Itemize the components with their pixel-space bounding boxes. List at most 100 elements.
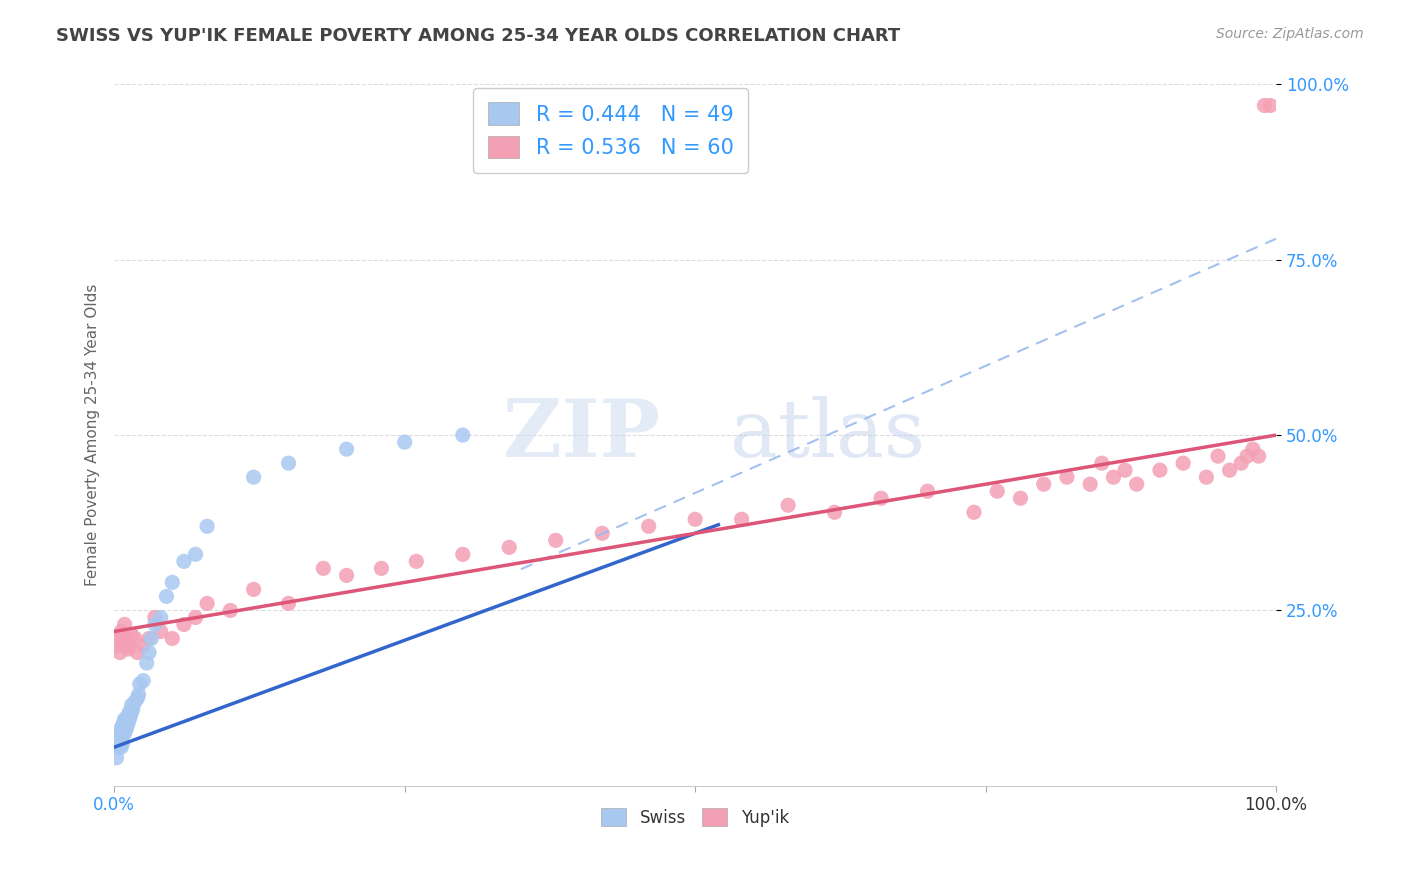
Point — [162, 575, 184, 590]
Point — [117, 642, 139, 657]
Point — [143, 610, 166, 624]
Point — [120, 708, 142, 723]
Point — [335, 568, 357, 582]
Point — [107, 740, 129, 755]
Point — [370, 561, 392, 575]
Point — [242, 582, 264, 597]
Point — [118, 712, 141, 726]
Point — [1241, 442, 1264, 457]
Point — [121, 701, 143, 715]
Point — [1206, 449, 1229, 463]
Point — [963, 505, 986, 519]
Point — [108, 632, 131, 646]
Point — [1032, 477, 1054, 491]
Point — [105, 639, 128, 653]
Point — [242, 470, 264, 484]
Point — [114, 726, 136, 740]
Point — [121, 698, 143, 713]
Y-axis label: Female Poverty Among 25-34 Year Olds: Female Poverty Among 25-34 Year Olds — [86, 284, 100, 586]
Point — [184, 547, 207, 561]
Point — [108, 733, 131, 747]
Point — [778, 498, 800, 512]
Point — [277, 596, 299, 610]
Point — [121, 705, 143, 719]
Point — [143, 617, 166, 632]
Point — [1230, 456, 1253, 470]
Text: Source: ZipAtlas.com: Source: ZipAtlas.com — [1216, 27, 1364, 41]
Point — [118, 705, 141, 719]
Point — [1091, 456, 1114, 470]
Point — [1219, 463, 1241, 477]
Point — [108, 730, 131, 744]
Point — [335, 442, 357, 457]
Point — [111, 730, 134, 744]
Point — [121, 628, 143, 642]
Point — [591, 526, 613, 541]
Point — [138, 632, 160, 646]
Point — [114, 712, 136, 726]
Point — [1149, 463, 1171, 477]
Point — [108, 723, 131, 737]
Text: SWISS VS YUP'IK FEMALE POVERTY AMONG 25-34 YEAR OLDS CORRELATION CHART: SWISS VS YUP'IK FEMALE POVERTY AMONG 25-… — [56, 27, 900, 45]
Point — [683, 512, 706, 526]
Point — [118, 639, 141, 653]
Point — [114, 632, 136, 646]
Point — [110, 726, 132, 740]
Point — [730, 512, 752, 526]
Point — [824, 505, 846, 519]
Legend: Swiss, Yup'ik: Swiss, Yup'ik — [595, 802, 796, 833]
Point — [1102, 470, 1125, 484]
Point — [184, 610, 207, 624]
Point — [149, 624, 172, 639]
Point — [108, 737, 131, 751]
Point — [870, 491, 893, 506]
Point — [114, 723, 136, 737]
Point — [135, 656, 157, 670]
Point — [111, 719, 134, 733]
Point — [1125, 477, 1147, 491]
Point — [128, 677, 150, 691]
Point — [124, 695, 146, 709]
Point — [114, 719, 136, 733]
Point — [1078, 477, 1101, 491]
Point — [105, 750, 128, 764]
Point — [1258, 98, 1281, 112]
Point — [1010, 491, 1032, 506]
Point — [127, 646, 149, 660]
Point — [112, 723, 135, 737]
Point — [117, 715, 139, 730]
Point — [132, 639, 155, 653]
Point — [127, 691, 149, 706]
Point — [173, 617, 195, 632]
Point — [149, 610, 172, 624]
Text: ZIP: ZIP — [503, 396, 661, 475]
Point — [637, 519, 659, 533]
Point — [173, 554, 195, 568]
Point — [110, 740, 132, 755]
Point — [1236, 449, 1258, 463]
Point — [986, 484, 1008, 499]
Point — [155, 590, 177, 604]
Point — [195, 596, 218, 610]
Point — [1195, 470, 1218, 484]
Point — [917, 484, 939, 499]
Point — [1253, 98, 1275, 112]
Point — [162, 632, 184, 646]
Point — [277, 456, 299, 470]
Point — [112, 715, 135, 730]
Point — [114, 715, 136, 730]
Point — [1114, 463, 1136, 477]
Point — [111, 737, 134, 751]
Point — [1056, 470, 1078, 484]
Point — [544, 533, 567, 548]
Point — [132, 673, 155, 688]
Point — [115, 719, 138, 733]
Point — [117, 708, 139, 723]
Point — [394, 435, 416, 450]
Point — [312, 561, 335, 575]
Point — [115, 712, 138, 726]
Point — [108, 646, 131, 660]
Point — [451, 428, 474, 442]
Point — [195, 519, 218, 533]
Point — [141, 632, 163, 646]
